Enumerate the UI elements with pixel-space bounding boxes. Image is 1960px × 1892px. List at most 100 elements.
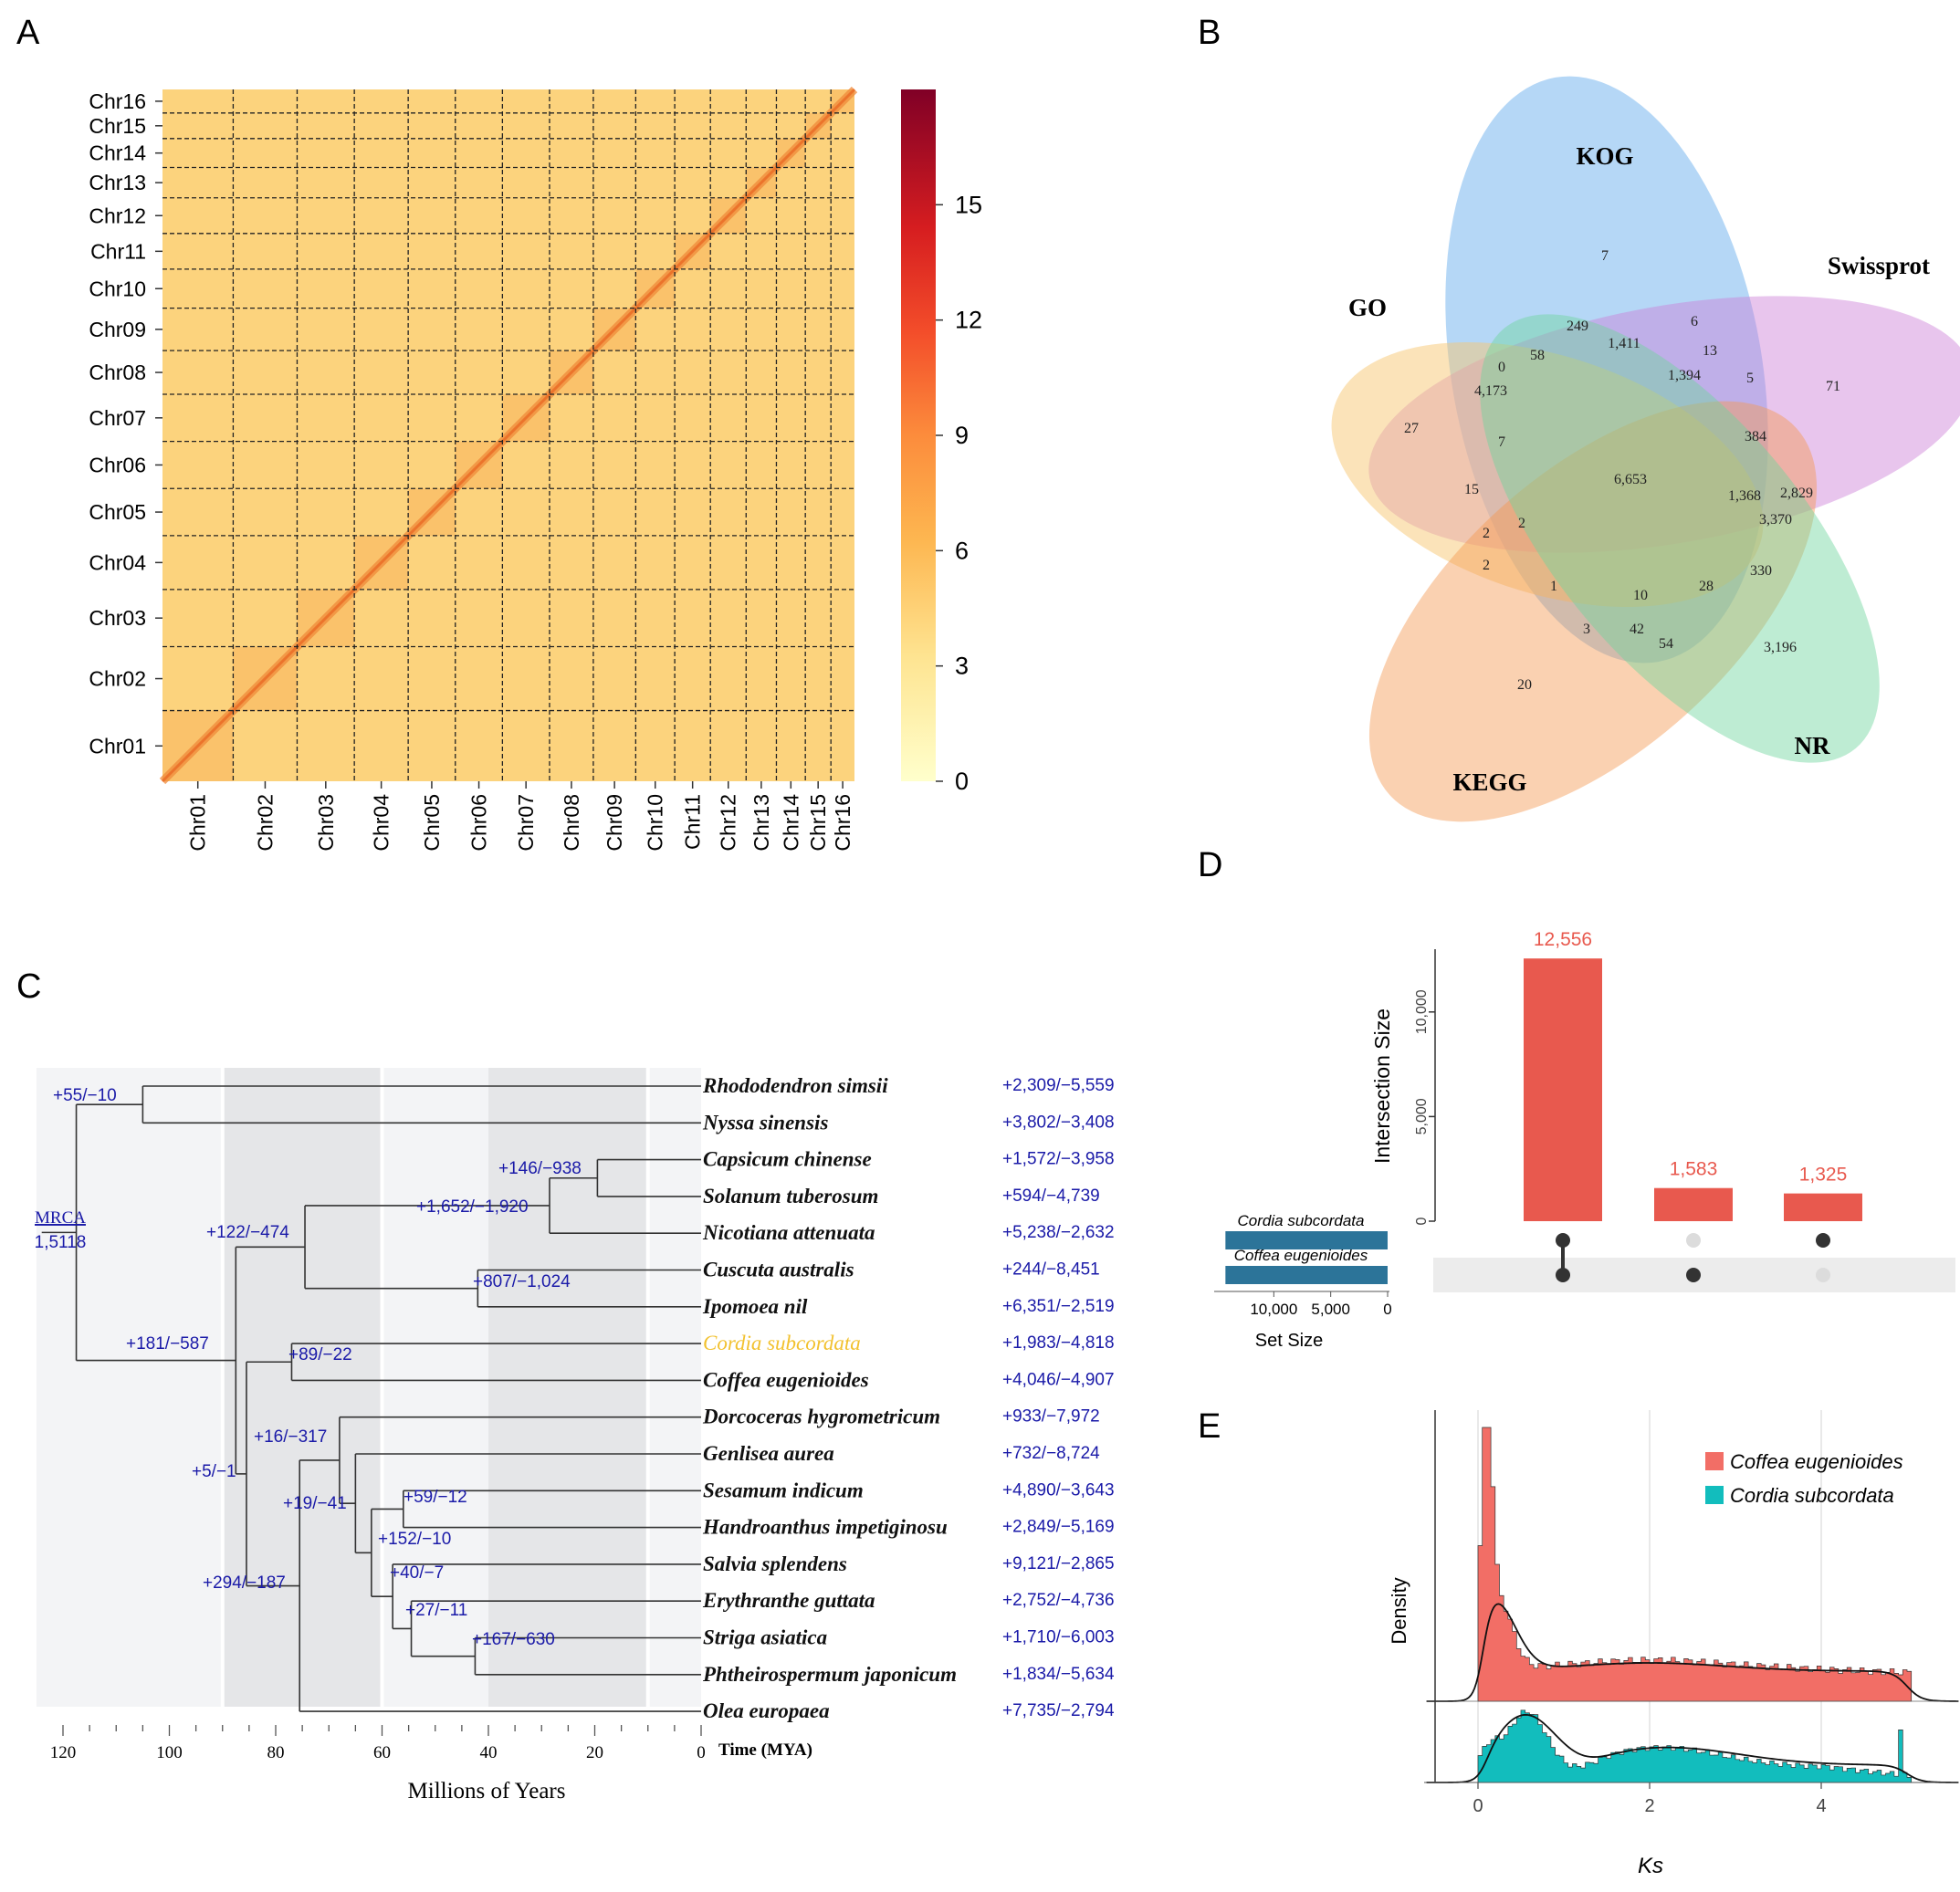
colorbar-tick-label: 6 <box>955 537 969 564</box>
time-bands <box>36 1068 701 1707</box>
heatmap-y-labels: Chr01 Chr02 Chr03 Chr04 Chr05 Chr06 Chr07 Chr08… <box>89 89 162 758</box>
venn-region-value: 2,829 <box>1780 486 1813 501</box>
upset-set-sizes: Cordia subcordata Coffea eugenioides 10,00… <box>1214 1212 1392 1318</box>
y-tick-label: Chr13 <box>89 171 146 194</box>
x-tick-label: Chr05 <box>420 794 444 852</box>
species-label: Salvia splendens <box>703 1552 847 1575</box>
y-tick-label: Chr02 <box>89 667 146 691</box>
ks-legend: Coffea eugenioides Cordia subcordata <box>1705 1450 1903 1507</box>
node-change-label: +89/−22 <box>288 1345 352 1364</box>
matrix-dot <box>1556 1268 1570 1282</box>
y-tick-label: Chr03 <box>89 606 146 630</box>
x-tick-label: Chr13 <box>749 794 773 852</box>
intersection-bar <box>1654 1187 1733 1221</box>
mrca-label: MRCA <box>35 1208 86 1228</box>
species-label: Striga asiatica <box>703 1626 827 1649</box>
venn-region-value: 2 <box>1518 516 1525 531</box>
set-name-label: Cordia subcordata <box>1238 1212 1365 1229</box>
time-band <box>36 1068 223 1707</box>
species-label: Erythranthe guttata <box>702 1589 875 1612</box>
intersection-value-label: 1,583 <box>1670 1159 1718 1180</box>
species-label: Olea europaea <box>703 1699 830 1722</box>
colorbar-ticks: 0 3 6 9 12 15 <box>936 191 982 795</box>
panel-label-a: A <box>16 14 40 52</box>
upset-matrix <box>1556 1233 1830 1282</box>
heatmap-diagonal-core <box>161 88 856 783</box>
time-tick-label: 120 <box>50 1743 77 1762</box>
upset-y-tick-label: 10,000 <box>1414 989 1430 1034</box>
venn-region-value: 58 <box>1530 348 1545 363</box>
venn-region-value: 10 <box>1633 588 1648 603</box>
node-change-label: +55/−10 <box>53 1086 117 1105</box>
venn-go <box>1331 342 1764 607</box>
set-name-label: Coffea eugenioides <box>1234 1247 1368 1264</box>
venn-region-value: 2 <box>1483 558 1490 573</box>
node-change-label: +16/−317 <box>254 1427 327 1447</box>
x-tick-label: Chr15 <box>806 794 830 852</box>
upset-y-tick-label: 0 <box>1414 1217 1430 1225</box>
species-change-label: +1,710/−6,003 <box>1002 1628 1115 1647</box>
venn-region-value: 330 <box>1750 563 1772 579</box>
venn-region-value: 54 <box>1659 636 1673 652</box>
species-label: Cuscuta australis <box>703 1259 854 1281</box>
time-tick-label: 40 <box>480 1743 498 1762</box>
y-tick-label: Chr01 <box>89 734 146 758</box>
set-size-tick-label: 0 <box>1383 1301 1391 1318</box>
time-tick-label: 80 <box>267 1743 285 1762</box>
node-change-label: +19/−41 <box>283 1494 347 1513</box>
y-tick-label: Chr08 <box>89 361 146 384</box>
venn-region-value: 249 <box>1567 319 1588 334</box>
venn-region-value: 42 <box>1630 622 1644 637</box>
tree-branches <box>41 1085 701 1712</box>
x-tick-label: Chr01 <box>186 794 210 852</box>
venn-region-value: 3,370 <box>1759 512 1792 528</box>
upset-plot: 0 5,000 10,000 Intersection Size 12,556 1,5… <box>1214 929 1955 1351</box>
species-change-label: +1,834/−5,634 <box>1002 1665 1115 1684</box>
ks-histogram-bars <box>1477 1709 1913 1783</box>
panel-label-b: B <box>1198 14 1221 52</box>
venn-region-value: 28 <box>1699 579 1714 594</box>
hic-heatmap: Chr01 Chr02 Chr03 Chr04 Chr05 Chr06 Chr07 Chr08… <box>89 86 982 852</box>
venn-region-value: 15 <box>1464 482 1479 497</box>
node-change-label: +122/−474 <box>206 1223 289 1242</box>
heatmap-x-labels: Chr01 Chr02 Chr03 Chr04 Chr05 Chr06 Chr07 Chr08… <box>186 781 854 852</box>
y-tick-label: Chr10 <box>89 277 146 300</box>
venn-region-value: 2 <box>1483 526 1490 541</box>
ks-cordia-histogram <box>1426 1709 1959 1783</box>
node-change-label: +40/−7 <box>390 1563 444 1583</box>
legend-swatch-cordia <box>1705 1486 1724 1504</box>
species-change-label: +2,849/−5,169 <box>1002 1518 1115 1537</box>
set-size-bar <box>1225 1231 1388 1249</box>
x-tick-label: Chr07 <box>514 794 538 852</box>
matrix-dot <box>1686 1233 1701 1248</box>
intersection-value-label: 1,325 <box>1799 1165 1848 1186</box>
legend-label-cordia: Cordia subcordata <box>1730 1484 1894 1507</box>
y-tick-label: Chr09 <box>89 318 146 341</box>
time-band <box>222 1068 383 1707</box>
species-change-label: +9,121/−2,865 <box>1002 1554 1115 1573</box>
x-tick-label: Chr12 <box>717 794 740 852</box>
node-change-label: +167/−630 <box>472 1630 555 1649</box>
venn-region-value: 20 <box>1517 677 1532 693</box>
matrix-dot <box>1816 1268 1830 1282</box>
x-tick-label: Chr08 <box>560 794 583 852</box>
x-tick-label: Chr03 <box>314 794 338 852</box>
y-tick-label: Chr11 <box>90 239 146 263</box>
venn-set-label: KEGG <box>1452 768 1526 796</box>
time-band <box>488 1068 648 1707</box>
ks-y-title: Density <box>1388 1577 1410 1644</box>
species-change-label: +2,309/−5,559 <box>1002 1076 1115 1095</box>
panel-label-d: D <box>1198 846 1222 884</box>
venn-region-value: 1,411 <box>1608 336 1640 351</box>
matrix-dot <box>1686 1268 1701 1282</box>
node-change-label: +27/−11 <box>405 1601 467 1620</box>
legend-swatch-coffea <box>1705 1452 1724 1470</box>
venn-region-value: 3 <box>1583 622 1590 637</box>
time-axis-label: Time (MYA) <box>718 1740 812 1760</box>
species-change-label: +244/−8,451 <box>1002 1260 1100 1280</box>
y-tick-label: Chr14 <box>89 141 146 165</box>
colorbar-tick-label: 3 <box>955 653 969 680</box>
y-tick-label: Chr12 <box>89 204 146 227</box>
node-labels: +55/−10 +146/−938 +1,652/−1,920 +122/−474 +8… <box>53 1086 582 1649</box>
